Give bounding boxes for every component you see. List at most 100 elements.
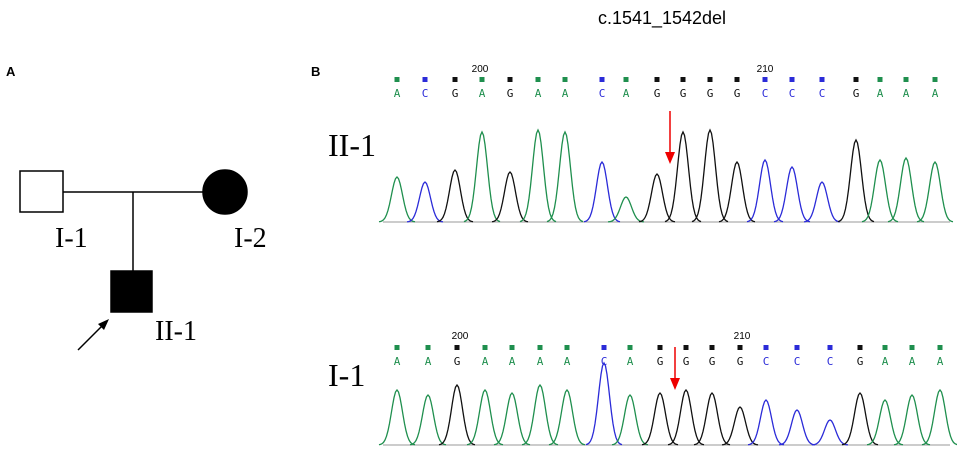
base-marker (937, 345, 943, 350)
base-letter: A (903, 87, 910, 100)
peak (837, 138, 875, 223)
base-marker (599, 77, 605, 82)
peak (436, 168, 474, 223)
base-letter: A (482, 355, 489, 368)
trace-label: I-1 (328, 357, 365, 393)
base-marker (683, 345, 689, 350)
base-marker (454, 345, 460, 350)
base-letter: G (507, 87, 514, 100)
base-marker (623, 77, 629, 82)
position-label: 200 (472, 64, 489, 75)
base-marker (794, 345, 800, 350)
peak (583, 160, 621, 223)
base-letter: A (394, 355, 401, 368)
base-letter: A (623, 87, 630, 100)
base-marker (853, 77, 859, 82)
base-letter: C (819, 87, 826, 100)
peak (378, 388, 416, 446)
peak (811, 419, 849, 446)
base-letter: A (882, 355, 889, 368)
peak (721, 406, 759, 446)
base-letter: G (734, 87, 741, 100)
peak (638, 172, 676, 223)
peak (866, 399, 904, 446)
base-letter: A (932, 87, 939, 100)
base-marker (394, 77, 400, 82)
base-marker (452, 77, 458, 82)
peak (409, 393, 447, 446)
position-label: 200 (452, 331, 469, 342)
base-marker (882, 345, 888, 350)
base-letter: A (627, 355, 634, 368)
base-letter: G (654, 87, 661, 100)
base-letter: A (535, 87, 542, 100)
peak (718, 160, 756, 223)
base-marker (479, 77, 485, 82)
base-marker (734, 77, 740, 82)
base-marker (763, 345, 769, 350)
base-letter: G (657, 355, 664, 368)
base-marker (537, 345, 543, 350)
peak (693, 391, 731, 446)
peak (548, 388, 586, 446)
base-letter: C (599, 87, 606, 100)
base-marker (562, 77, 568, 82)
base-marker (909, 345, 915, 350)
base-marker (422, 77, 428, 82)
peak (463, 130, 501, 223)
base-marker (903, 77, 909, 82)
pedigree (19, 169, 248, 351)
base-marker (654, 77, 660, 82)
peak (747, 399, 785, 446)
base-marker (564, 345, 570, 350)
peak (921, 388, 957, 446)
base-marker (509, 345, 515, 350)
base-marker (680, 77, 686, 82)
peak (667, 388, 705, 446)
base-marker (709, 345, 715, 350)
peak (893, 393, 931, 446)
affected-male-symbol (110, 270, 153, 313)
peak (466, 388, 504, 446)
base-letter: C (422, 87, 429, 100)
base-marker (762, 77, 768, 82)
base-letter: A (909, 355, 916, 368)
affected-female-symbol (202, 169, 248, 215)
base-letter: G (680, 87, 687, 100)
peak (746, 158, 784, 223)
base-marker (827, 345, 833, 350)
peak (641, 391, 679, 446)
base-letter: A (479, 87, 486, 100)
base-letter: C (762, 87, 769, 100)
base-marker (857, 345, 863, 350)
base-letter: G (853, 87, 860, 100)
peak (438, 383, 476, 446)
base-letter: G (454, 355, 461, 368)
male-symbol (19, 170, 64, 213)
peak (691, 128, 729, 223)
peak (887, 156, 925, 223)
base-letter: C (827, 355, 834, 368)
panel-label: A (6, 64, 16, 79)
base-letter: G (737, 355, 744, 368)
peak (803, 181, 841, 223)
base-marker (394, 345, 400, 350)
base-letter: G (683, 355, 690, 368)
arrow-head (98, 319, 109, 330)
base-letter: C (763, 355, 770, 368)
peak (916, 160, 954, 223)
base-letter: G (452, 87, 459, 100)
base-marker (535, 77, 541, 82)
base-marker (425, 345, 431, 350)
peak (406, 181, 444, 223)
peak (773, 165, 811, 223)
base-letter: A (562, 87, 569, 100)
position-label: 210 (757, 64, 774, 75)
trace-label: II-1 (328, 127, 376, 163)
base-letter: A (394, 87, 401, 100)
base-letter: A (564, 355, 571, 368)
base-marker (707, 77, 713, 82)
node-label: I-2 (234, 223, 267, 254)
